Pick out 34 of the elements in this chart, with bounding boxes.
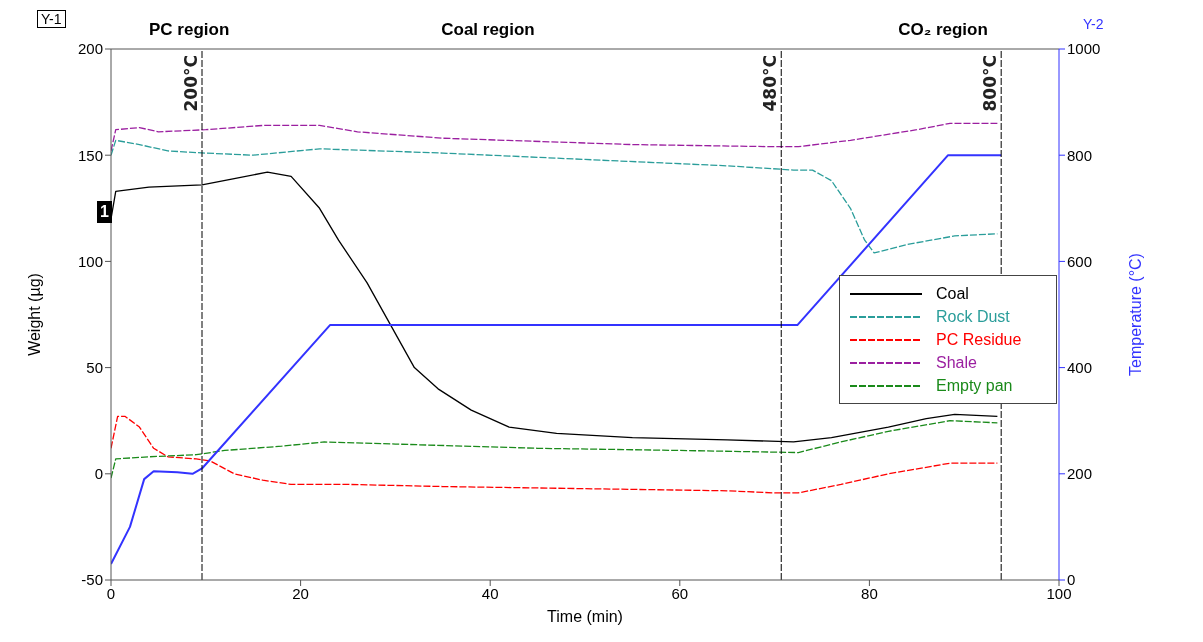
x-tick-label: 80 <box>861 584 878 602</box>
text: CO₂ region <box>898 20 988 40</box>
legend-label: Empty pan <box>936 376 1013 395</box>
ref-line-label: 200°C <box>181 55 202 112</box>
x-tick-label: 60 <box>671 584 689 602</box>
text: Y-1 <box>37 10 66 28</box>
y2-axis-title: Temperature (°C) <box>1126 253 1144 376</box>
x-tick-label: 20 <box>292 584 309 602</box>
y-tick-label: 0 <box>94 465 103 483</box>
y2-tick-label: 400 <box>1067 358 1093 376</box>
x-axis-title: Time (min) <box>547 608 623 625</box>
y2-tick-label: 800 <box>1067 146 1093 164</box>
legend-label: Rock Dust <box>936 307 1010 326</box>
y2-tick-label: 1000 <box>1067 40 1101 58</box>
y-tick-label: 50 <box>86 358 103 376</box>
y2-tick-label: 200 <box>1067 465 1093 483</box>
y-tick-label: -50 <box>81 571 103 589</box>
x-tick-label: 0 <box>106 584 116 602</box>
y2-tick-label: 600 <box>1067 252 1093 270</box>
text: Y-2 <box>1083 16 1104 32</box>
line-series <box>111 415 999 494</box>
annotation: 1 <box>97 200 112 223</box>
y-tick-label: 150 <box>77 146 103 164</box>
text: PC region <box>149 20 230 40</box>
legend-label: Coal <box>936 284 969 303</box>
text: Coal region <box>441 20 535 40</box>
ref-line-label: 480°C <box>760 55 781 112</box>
legend-label: Shale <box>936 353 977 372</box>
ref-line-label: 800°C <box>980 55 1001 112</box>
y-tick-label: 100 <box>77 252 103 270</box>
y-tick-label: 200 <box>77 40 103 58</box>
y-axis-title: Weight (µg) <box>25 273 43 356</box>
legend-label: PC Residue <box>936 330 1022 349</box>
x-tick-label: 40 <box>481 584 499 602</box>
